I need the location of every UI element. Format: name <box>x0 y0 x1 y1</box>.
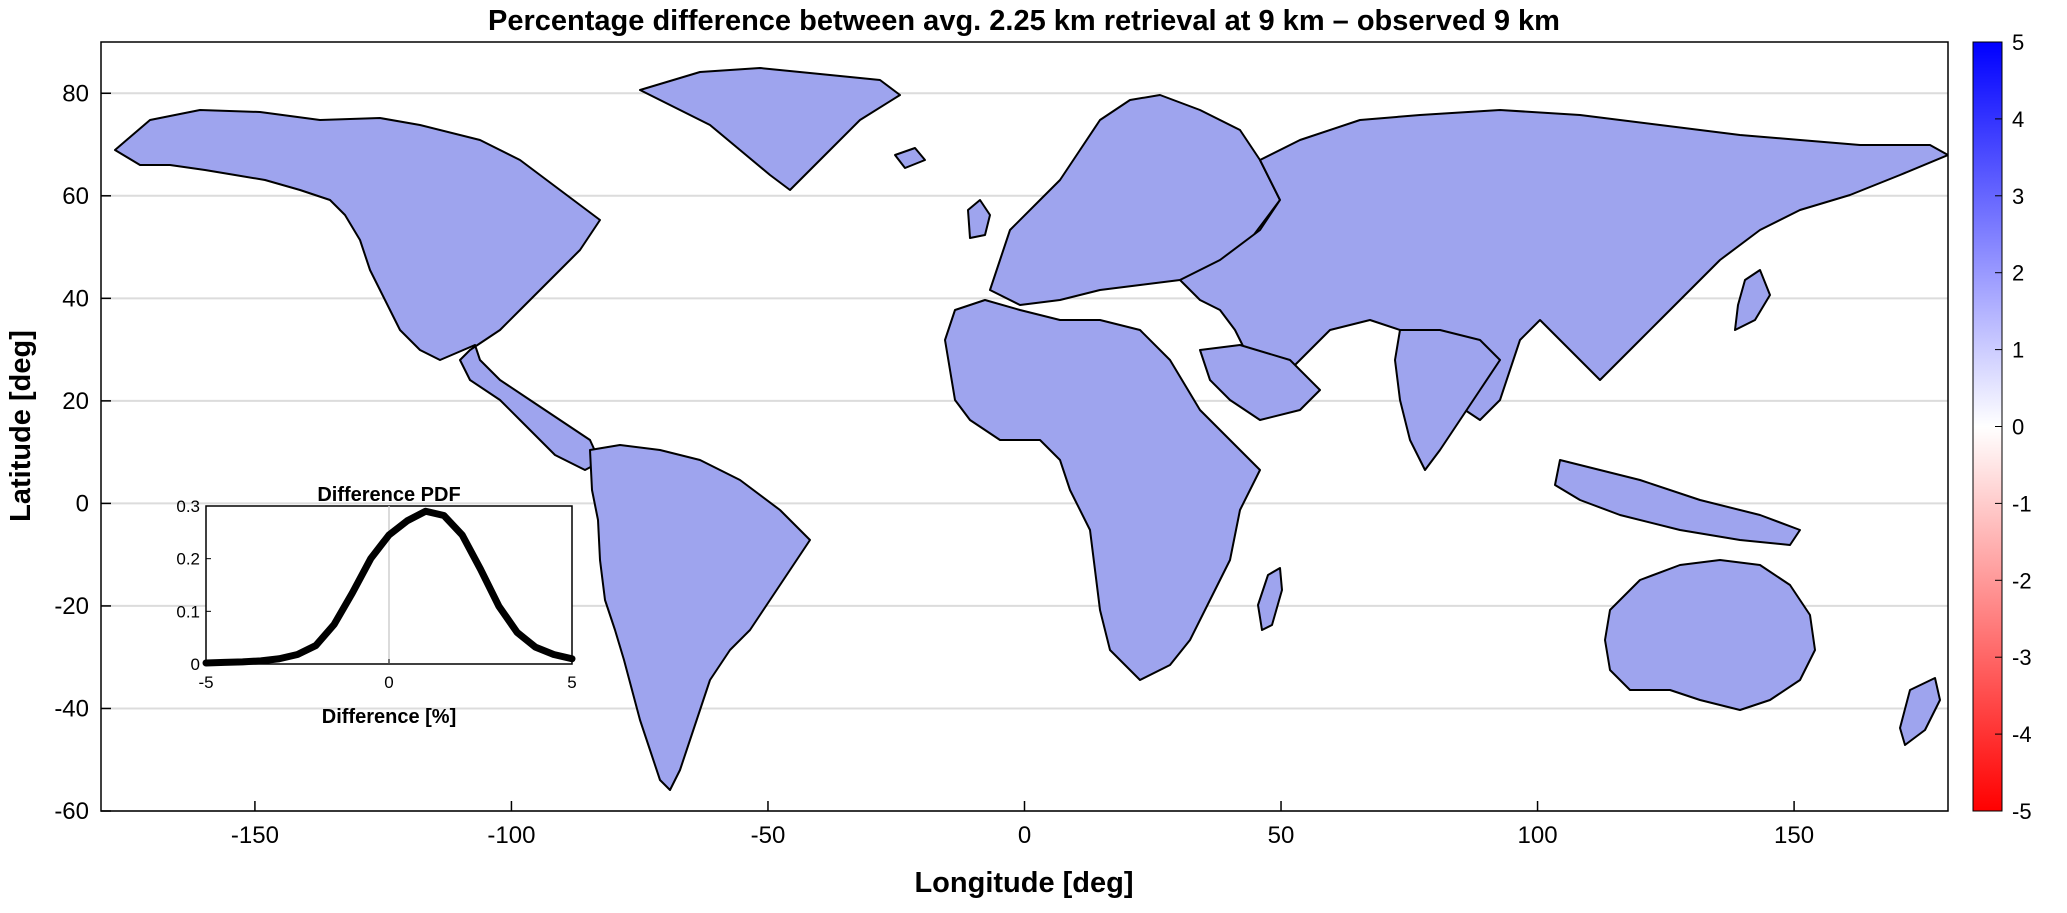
asia <box>1179 109 1948 421</box>
y-tick-label: 80 <box>62 80 89 107</box>
y-tick-label: 0 <box>76 490 89 517</box>
y-tick-label: 40 <box>62 285 89 312</box>
colorbar-tick-label: -5 <box>2012 799 2032 824</box>
europe <box>989 94 1281 306</box>
map-y-label: Latitude [deg] <box>5 330 37 522</box>
pdf-series-line <box>202 507 576 667</box>
colorbar-tick-label: -2 <box>2012 568 2032 593</box>
x-tick-label: -150 <box>231 822 279 849</box>
x-tick-label: 50 <box>1268 822 1295 849</box>
inset-x-tick-label: -5 <box>198 673 213 692</box>
inset-x-label: Difference [%] <box>322 706 456 728</box>
x-tick-label: 100 <box>1518 822 1558 849</box>
colorbar-tick-label: -1 <box>2012 491 2032 516</box>
africa <box>944 299 1261 681</box>
x-tick-label: -50 <box>751 822 786 849</box>
arabian-peninsula <box>1199 344 1321 421</box>
inset-y-tick-label: 0.3 <box>176 497 200 516</box>
north-america <box>114 109 601 471</box>
inset-series <box>202 507 576 667</box>
india <box>1394 329 1501 471</box>
new-zealand <box>1899 677 1941 746</box>
colorbar-tick-label: -3 <box>2012 645 2032 670</box>
inset-x-tick-label: 5 <box>567 673 576 692</box>
inset-y-tick-label: 0 <box>191 655 200 674</box>
map-title: Percentage difference between avg. 2.25 … <box>488 5 1560 37</box>
x-tick-label: 0 <box>1018 822 1031 849</box>
inset-x-tick-label: 0 <box>384 673 393 692</box>
colorbar-tick-label: 0 <box>2012 415 2024 440</box>
map-x-ticks: -150 -100 -50 0 50 100 150 <box>231 801 1814 849</box>
colorbar-tick-label: 4 <box>2012 107 2024 132</box>
colorbar-tick-label: -4 <box>2012 722 2032 747</box>
inset-title: Difference PDF <box>317 484 460 506</box>
colorbar-tick-label: 5 <box>2012 30 2024 55</box>
x-tick-label: 150 <box>1774 822 1814 849</box>
colorbar-tick-label: 2 <box>2012 261 2024 286</box>
map-y-ticks: -60 -40 -20 0 20 40 60 80 <box>54 80 111 825</box>
southeast-asia-islands <box>1554 459 1801 546</box>
x-tick-label: -100 <box>487 822 535 849</box>
inset-y-tick-label: 0.2 <box>176 550 200 569</box>
greenland <box>639 67 901 191</box>
colorbar-tick-label: 1 <box>2012 338 2024 363</box>
y-tick-label: -60 <box>54 798 89 825</box>
colorbar-ticks: 5 4 3 2 1 0 -1 -2 -3 -4 -5 <box>1995 30 2032 824</box>
colorbar-tick-label: 3 <box>2012 184 2024 209</box>
y-tick-label: -40 <box>54 695 89 722</box>
madagascar <box>1257 567 1283 631</box>
iceland <box>894 147 926 169</box>
land-masses <box>114 67 1948 791</box>
inset-y-tick-label: 0.1 <box>176 602 200 621</box>
map-x-label: Longitude [deg] <box>914 867 1133 899</box>
australia <box>1604 559 1816 711</box>
south-america <box>589 444 811 791</box>
y-tick-label: 20 <box>62 388 89 415</box>
y-tick-label: -20 <box>54 593 89 620</box>
british-isles <box>967 199 991 239</box>
japan <box>1734 269 1771 331</box>
y-tick-label: 60 <box>62 183 89 210</box>
